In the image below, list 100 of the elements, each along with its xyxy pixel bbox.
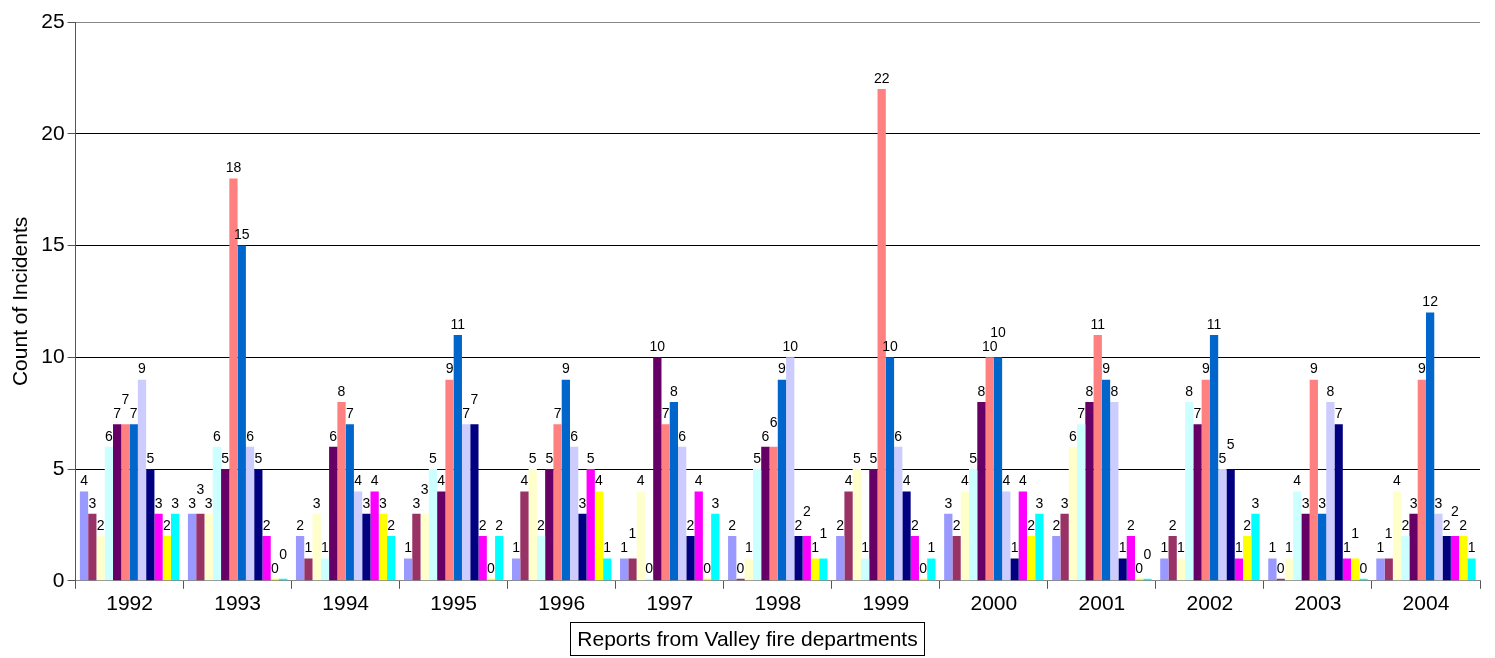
data-label: 9 <box>1417 360 1426 377</box>
data-label: 5 <box>545 449 554 466</box>
data-label: 5 <box>528 449 537 466</box>
y-tick-label: 15 <box>41 232 65 256</box>
data-label: 1 <box>1467 539 1476 556</box>
data-label: 0 <box>645 559 654 576</box>
data-label: 3 <box>1251 494 1260 511</box>
bar <box>661 424 670 581</box>
data-label: 8 <box>337 382 346 399</box>
data-label: 8 <box>1185 382 1194 399</box>
bar <box>1035 513 1044 581</box>
bar <box>312 513 321 581</box>
bar <box>620 558 629 581</box>
data-label: 1 <box>620 539 629 556</box>
data-label: 4 <box>902 472 911 489</box>
bar <box>636 491 645 581</box>
data-label: 7 <box>1077 405 1086 422</box>
bar <box>885 357 895 581</box>
data-label: 11 <box>1206 315 1222 332</box>
data-label: 12 <box>1422 293 1439 310</box>
data-label: 6 <box>761 427 770 444</box>
bar <box>1334 424 1343 581</box>
bar <box>910 536 919 581</box>
x-tick-label: 1994 <box>322 591 370 615</box>
bar <box>944 513 953 581</box>
data-label: 4 <box>520 472 529 489</box>
data-label: 4 <box>1018 472 1027 489</box>
bar <box>437 491 446 581</box>
bar <box>1417 379 1426 581</box>
bar <box>196 513 205 581</box>
bar <box>1376 558 1385 581</box>
data-label: 3 <box>1434 494 1443 511</box>
x-tick-label: 2000 <box>970 591 1018 615</box>
data-label: 11 <box>450 315 466 332</box>
data-label: 9 <box>138 360 147 377</box>
bar <box>445 379 454 581</box>
data-label: 2 <box>1451 502 1460 519</box>
data-label: 6 <box>678 427 687 444</box>
bar <box>121 424 130 581</box>
data-label: 9 <box>1201 360 1210 377</box>
data-label: 2 <box>495 516 504 533</box>
bar <box>295 536 305 581</box>
data-label: 1 <box>1118 539 1127 556</box>
data-label: 9 <box>1309 360 1318 377</box>
x-tick-label: 2002 <box>1186 591 1234 615</box>
data-label: 0 <box>919 559 928 576</box>
bar <box>802 536 811 581</box>
bar <box>1218 469 1227 581</box>
data-label: 1 <box>1343 539 1352 556</box>
data-label: 6 <box>329 427 338 444</box>
bar <box>329 446 338 581</box>
data-label: 4 <box>844 472 853 489</box>
bar <box>669 401 679 581</box>
data-label: 1 <box>304 539 313 556</box>
bar <box>387 536 396 581</box>
bar <box>777 379 787 581</box>
bar <box>129 424 138 581</box>
bar <box>927 558 936 581</box>
data-label: 1 <box>512 539 521 556</box>
data-label: 1 <box>811 539 820 556</box>
bar <box>860 558 870 581</box>
bar <box>578 513 587 581</box>
bar <box>378 513 388 581</box>
bar <box>678 446 687 581</box>
data-label: 5 <box>852 449 861 466</box>
data-label: 0 <box>736 559 745 576</box>
data-label: 2 <box>686 516 695 533</box>
bar <box>711 513 720 581</box>
data-label: 2 <box>262 516 271 533</box>
data-label: 7 <box>345 405 354 422</box>
bar <box>113 424 122 581</box>
bar <box>254 469 263 581</box>
data-label: 5 <box>146 449 155 466</box>
bar <box>1342 558 1352 581</box>
bar <box>453 334 462 581</box>
data-label: 10 <box>990 324 1006 341</box>
data-label: 4 <box>354 472 363 489</box>
bar <box>1268 558 1277 581</box>
bar <box>628 558 637 581</box>
bar <box>1118 558 1127 581</box>
bar <box>761 446 770 581</box>
bar <box>1110 401 1119 581</box>
bar <box>1010 558 1019 581</box>
data-label: 7 <box>462 405 471 422</box>
bar <box>104 446 114 581</box>
bar <box>353 491 363 581</box>
bar <box>1243 536 1252 581</box>
data-label: 2 <box>162 516 171 533</box>
data-label: 0 <box>1143 545 1152 562</box>
bar <box>545 469 554 581</box>
x-tick-label: 1993 <box>214 591 261 615</box>
data-label: 3 <box>312 494 321 511</box>
data-label: 18 <box>225 159 242 176</box>
bar <box>1301 513 1310 581</box>
bar <box>420 513 429 581</box>
data-label: 8 <box>1110 382 1119 399</box>
bar <box>528 469 537 581</box>
data-label: 0 <box>270 559 279 576</box>
data-label: 3 <box>412 494 421 511</box>
data-label: 4 <box>80 472 89 489</box>
